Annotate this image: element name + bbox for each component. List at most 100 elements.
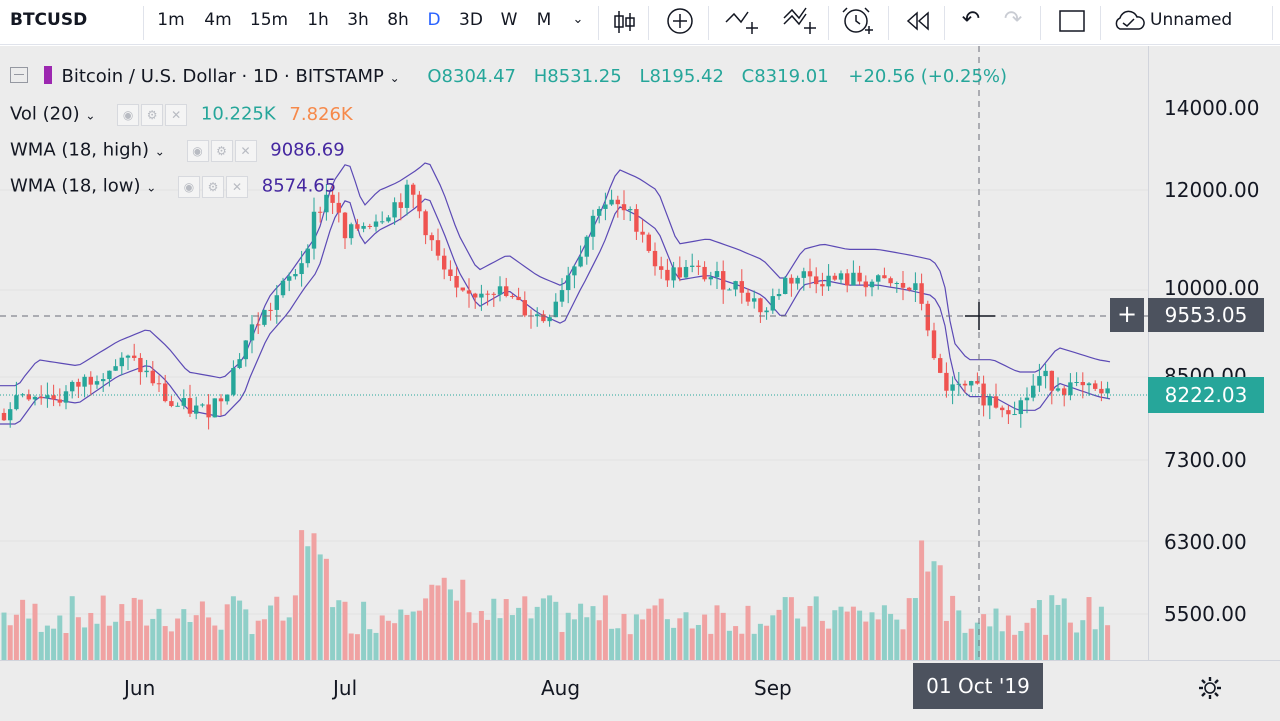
volume-bar [342,601,348,660]
candle-body [975,381,980,384]
indicator-name[interactable]: WMA (18, low) [10,175,141,197]
interval-1m[interactable]: 1m [157,10,185,30]
candle-body [993,396,999,408]
volume-bar [726,630,732,660]
compare-add-icon[interactable] [660,0,700,44]
toolbar-divider [944,6,945,40]
indicator-name[interactable]: Vol (20) [10,103,80,125]
chart-settings-gear-icon[interactable] [1196,674,1224,702]
candle-body [380,221,385,223]
volume-bar [88,612,94,660]
collapse-legend-icon[interactable] [10,67,28,83]
interval-15m[interactable]: 15m [249,10,289,30]
candle-body [231,367,236,395]
candle-body [125,355,131,358]
volume-bar [987,626,993,660]
volume-bar [950,595,956,660]
redo-icon[interactable]: ↷ [1003,7,1023,32]
chevron-down-icon[interactable]: ⌄ [146,180,157,195]
gear-icon[interactable]: ⚙ [202,176,225,198]
interval-4m[interactable]: 4m [204,10,232,30]
volume-bar [1086,597,1092,660]
fullscreen-icon[interactable] [1052,0,1092,44]
volume-bar [336,600,342,660]
indicator-legend-wma-low[interactable]: WMA (18, low) ⌄ ◉ ⚙ ✕ 8574.65 [10,175,336,198]
layout-name-button[interactable]: Unnamed [1150,10,1233,30]
time-axis-label: Sep [754,676,792,700]
volume-bar [528,618,534,660]
symbol-search-button[interactable]: BTCUSD [10,10,88,30]
interval-3h[interactable]: 3h [347,10,369,30]
close-icon[interactable]: ✕ [234,140,257,162]
eye-icon[interactable]: ◉ [186,140,209,162]
volume-bar [782,597,788,660]
volume-bar [547,595,553,660]
candle-body [522,300,527,316]
candle-body [20,394,25,396]
volume-bar [485,619,491,660]
close-icon[interactable]: ✕ [165,104,188,126]
symbol-dropdown-chevron-icon[interactable]: ⌄ [389,71,400,85]
crosshair-add-button[interactable]: + [1110,298,1144,332]
candle-body [14,395,19,410]
volume-bar [875,619,881,660]
volume-bar [311,533,317,660]
volume-bar [1080,620,1086,660]
eye-icon[interactable]: ◉ [117,104,140,126]
candle-body [820,284,825,287]
candle-body [721,271,726,290]
price-axis[interactable]: 14000.00 12000.00 10000.00 8500.00 7300.… [1148,46,1280,660]
templates-icon[interactable] [778,0,822,44]
candle-body [541,314,546,322]
candle-body [287,276,292,281]
cloud-icon[interactable] [1110,0,1148,44]
candle-body [194,405,199,414]
replay-rewind-icon[interactable] [898,0,938,44]
indicator-legend-wma-high[interactable]: WMA (18, high) ⌄ ◉ ⚙ ✕ 9086.69 [10,139,345,162]
toolbar-divider [1040,6,1041,40]
candle-body [330,194,335,203]
price-chart[interactable] [0,46,1148,660]
volume-bar [491,598,497,660]
volume-bar [881,605,887,660]
gear-icon[interactable]: ⚙ [210,140,233,162]
ohlc-close: C8319.01 [741,66,829,87]
interval-8h[interactable]: 8h [387,10,409,30]
candle-body [888,278,893,284]
chevron-down-icon[interactable]: ⌄ [154,144,165,159]
candle-body [733,281,738,290]
volume-bar [243,609,249,660]
volume-bar [94,623,100,660]
volume-bar [38,631,44,660]
interval-dropdown-chevron-icon[interactable]: ⌄ [572,12,584,27]
eye-icon[interactable]: ◉ [178,176,201,198]
time-axis[interactable] [0,660,1280,721]
candles-style-icon[interactable] [608,0,640,44]
candle-body [677,267,682,278]
undo-icon[interactable]: ↶ [961,7,981,32]
volume-bar [503,599,509,660]
price-axis-label: 7300.00 [1164,448,1247,472]
indicator-name[interactable]: WMA (18, high) [10,139,149,161]
candle-body [925,303,930,331]
candle-body [200,404,205,406]
interval-W[interactable]: W [500,10,518,30]
indicators-icon[interactable] [720,0,764,44]
toolbar-divider [1272,6,1273,40]
volume-bar [404,614,410,660]
chevron-down-icon[interactable]: ⌄ [85,108,96,123]
interval-3D[interactable]: 3D [459,10,483,30]
gear-icon[interactable]: ⚙ [141,104,164,126]
candle-body [578,256,583,267]
indicator-legend-volume[interactable]: Vol (20) ⌄ ◉ ⚙ ✕ 10.225K 7.826K [10,103,353,126]
close-icon[interactable]: ✕ [226,176,249,198]
candle-body [88,376,93,385]
interval-D[interactable]: D [427,10,441,30]
interval-M[interactable]: M [536,10,552,30]
volume-bar [813,596,819,660]
interval-1h[interactable]: 1h [307,10,329,30]
candle-body [1068,382,1073,396]
symbol-name[interactable]: Bitcoin / U.S. Dollar [61,66,236,87]
volume-bar [354,634,360,660]
alert-clock-icon[interactable] [838,0,878,44]
